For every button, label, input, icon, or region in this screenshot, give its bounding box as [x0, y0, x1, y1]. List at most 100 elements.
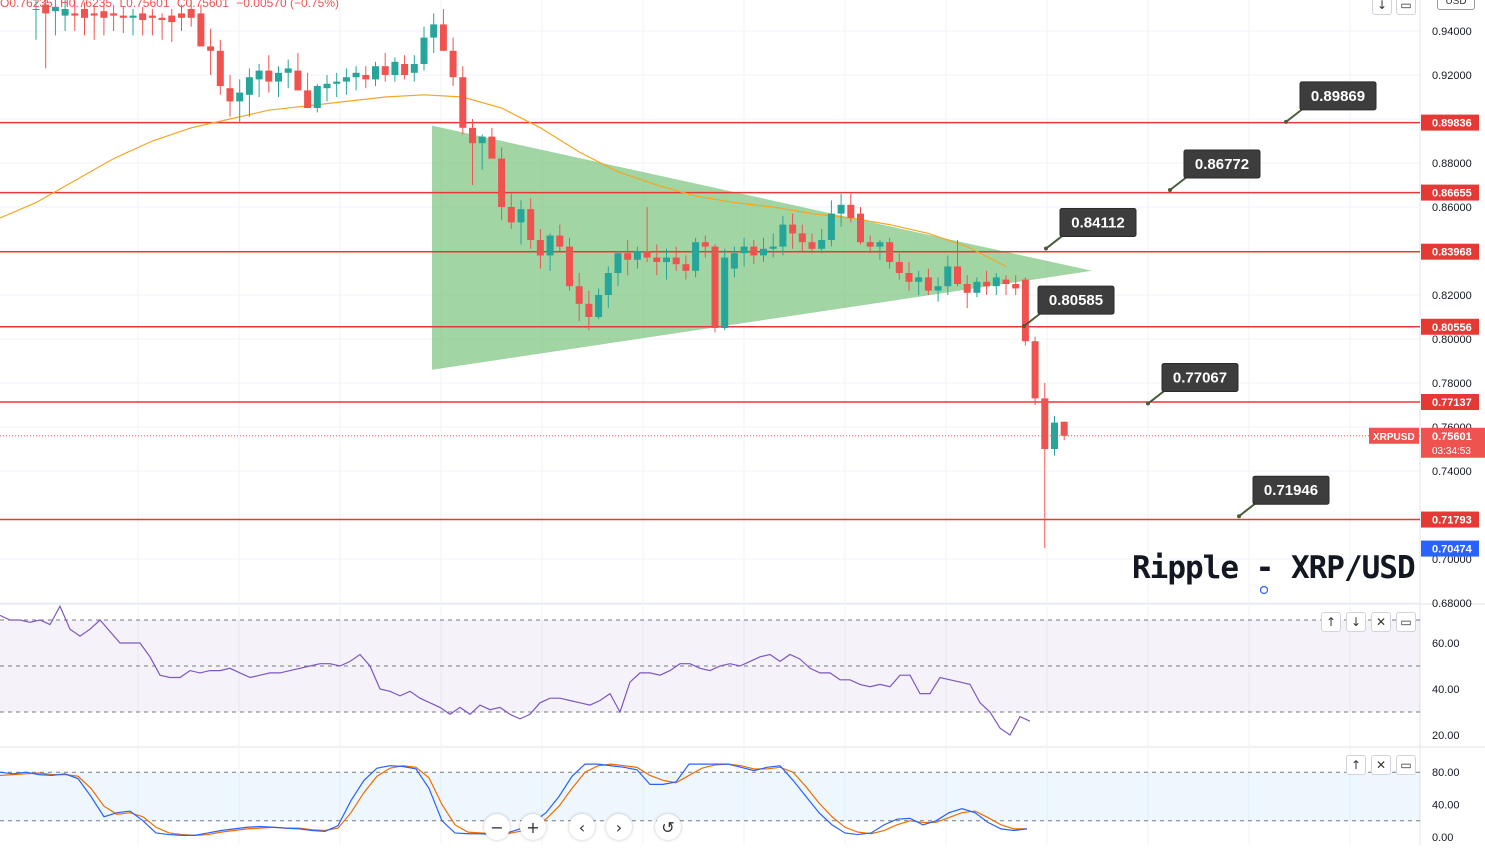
rsi-close-icon[interactable]: ✕: [1371, 612, 1391, 632]
scroll-left-icon[interactable]: ‹: [569, 814, 595, 840]
currency-selector[interactable]: USD: [1437, 0, 1475, 10]
zoom-in-icon[interactable]: +: [520, 814, 546, 840]
candle-body: [391, 61, 399, 75]
candle-body: [730, 253, 738, 269]
ohlc-legend: O0.76235 H0.76235 L0.75601 C0.75601 −0.0…: [0, 0, 343, 10]
annotation-anchor: [1284, 119, 1288, 124]
stoch-maximize-icon[interactable]: ▭: [1396, 755, 1416, 775]
candle-body: [905, 273, 913, 282]
stoch-close-icon[interactable]: ✕: [1371, 755, 1391, 775]
rsi-line: [0, 604, 1031, 736]
candle-body: [721, 257, 729, 328]
price-tick-label: 0.74000: [1432, 466, 1472, 478]
annotation-label: 0.80585: [1049, 292, 1103, 309]
candle-body: [178, 13, 185, 18]
candle-body: [42, 4, 50, 14]
candle-body: [430, 24, 438, 38]
candle-body: [51, 6, 59, 12]
level-axis-badge: [1421, 184, 1479, 201]
candle-body: [420, 37, 428, 64]
candle-body: [895, 262, 903, 273]
candle-body: [798, 233, 806, 243]
candle-body: [876, 242, 884, 247]
price-tick-label: 0.92000: [1432, 70, 1472, 82]
level-axis-label: 0.86655: [1432, 188, 1472, 200]
ohlc-low: L0.75601: [119, 0, 170, 10]
candle-body: [304, 90, 312, 108]
candle-body: [323, 83, 331, 89]
candle-body: [449, 50, 457, 78]
candle-body: [769, 246, 777, 249]
scroll-right-icon[interactable]: ›: [606, 814, 632, 840]
arrow-down-icon[interactable]: ↓: [1372, 0, 1392, 15]
candle-body: [546, 235, 554, 256]
candle-body: [701, 242, 709, 247]
annotation-anchor: [1168, 188, 1172, 193]
candle-body: [1051, 422, 1058, 449]
candle-body: [760, 248, 767, 256]
candle-body: [857, 213, 864, 243]
candle-body: [1060, 421, 1068, 436]
rsi-move-down-icon[interactable]: ↓: [1346, 612, 1366, 632]
stoch-move-up-icon[interactable]: ↑: [1346, 755, 1366, 775]
level-axis-badge: [1421, 318, 1479, 335]
symbol-badge: [1369, 427, 1419, 444]
ohlc-close: C0.75601: [176, 0, 229, 10]
ohlc-change: −0.00570 (−0.75%): [236, 0, 339, 10]
candle-body: [1031, 341, 1039, 399]
reset-chart-icon[interactable]: ↺: [655, 814, 681, 840]
candle-body: [498, 158, 506, 207]
candle-body: [954, 266, 961, 284]
candle-body: [488, 136, 496, 159]
candle-body: [32, 9, 40, 10]
candle-body: [585, 303, 593, 317]
candle-body: [827, 213, 835, 240]
candle-body: [983, 281, 991, 287]
candle-body: [595, 295, 603, 317]
rsi-tick-label: 60.00: [1432, 638, 1460, 650]
rsi-maximize-icon[interactable]: ▭: [1396, 612, 1416, 632]
level-axis-label: 0.71793: [1432, 515, 1472, 527]
price-tick-label: 0.68000: [1432, 598, 1472, 610]
candle-body: [342, 77, 350, 82]
candle-body: [362, 75, 370, 80]
price-tick-label: 0.88000: [1432, 158, 1472, 170]
maximize-icon[interactable]: ▭: [1396, 0, 1416, 15]
candle-body: [410, 64, 418, 73]
candle-body: [575, 286, 583, 304]
candle-body: [352, 72, 360, 78]
price-tick-label: 0.82000: [1432, 290, 1472, 302]
candle-body: [847, 204, 855, 218]
zoom-out-icon[interactable]: −: [484, 814, 510, 840]
candle-body: [372, 66, 379, 80]
candle-body: [527, 209, 535, 240]
candle-body: [624, 253, 632, 260]
candle-body: [284, 68, 292, 73]
annotation-label: 0.71946: [1264, 482, 1318, 499]
candle-body: [614, 253, 622, 273]
low-marker-label: 0.70474: [1432, 544, 1473, 556]
annotation-box: [1183, 149, 1261, 179]
candle-body: [633, 251, 641, 260]
candle-body: [944, 266, 952, 287]
stoch-tick-label: 80.00: [1432, 767, 1460, 779]
rsi-move-up-icon[interactable]: ↑: [1321, 612, 1341, 632]
candle-body: [973, 281, 981, 293]
candle-body: [401, 64, 409, 75]
candle-body: [740, 246, 748, 254]
candle-body: [469, 127, 476, 144]
candle-body: [197, 13, 205, 47]
candle-body: [139, 13, 147, 20]
ohlc-open: O0.76235: [0, 0, 53, 10]
candle-body: [478, 136, 486, 144]
candle-body: [119, 15, 127, 18]
annotation-box: [1037, 285, 1115, 315]
annotation-anchor: [1022, 324, 1026, 329]
annotation-anchor: [1044, 246, 1048, 251]
candle-body: [71, 13, 79, 16]
annotation-label: 0.77067: [1173, 370, 1227, 387]
candle-body: [216, 50, 224, 86]
candle-body: [236, 92, 244, 102]
